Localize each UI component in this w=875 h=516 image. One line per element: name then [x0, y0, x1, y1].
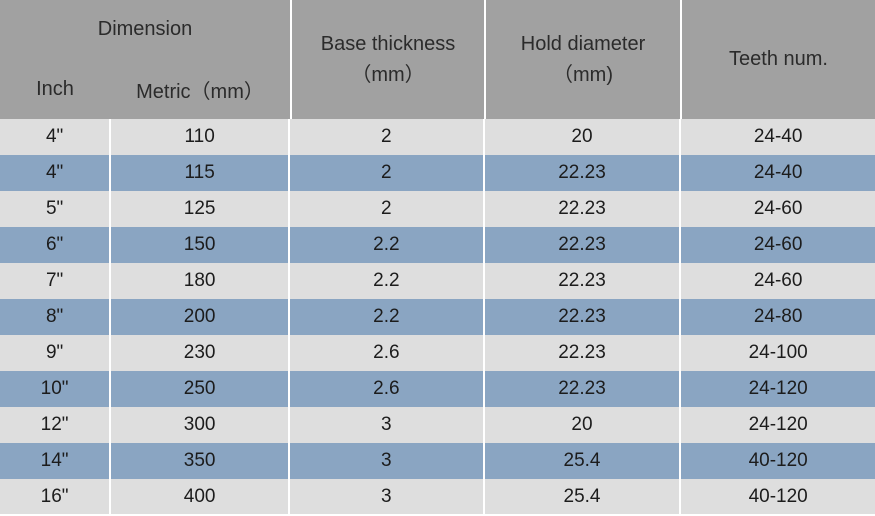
cell-hold-diameter: 22.23 — [485, 371, 680, 407]
header-base-line1: Base thickness — [321, 29, 456, 60]
header-hold-diameter: Hold diameter （mm) — [486, 0, 680, 119]
header-inch: Inch — [0, 59, 110, 119]
cell-inch: 7" — [0, 263, 109, 299]
table-row: 12"30032024-120 — [0, 407, 875, 443]
cell-base-thickness: 2.2 — [290, 227, 483, 263]
cell-teeth-num: 24-40 — [681, 119, 875, 155]
cell-metric: 350 — [111, 443, 288, 479]
cell-hold-diameter: 22.23 — [485, 191, 680, 227]
table-row: 9"2302.622.2324-100 — [0, 335, 875, 371]
table-row: 7"1802.222.2324-60 — [0, 263, 875, 299]
table-row: 8"2002.222.2324-80 — [0, 299, 875, 335]
cell-inch: 12" — [0, 407, 109, 443]
header-base-thickness: Base thickness （mm） — [292, 0, 484, 119]
cell-metric: 200 — [111, 299, 288, 335]
cell-teeth-num: 24-60 — [681, 191, 875, 227]
cell-inch: 6" — [0, 227, 109, 263]
cell-hold-diameter: 22.23 — [485, 335, 680, 371]
cell-metric: 300 — [111, 407, 288, 443]
cell-teeth-num: 24-60 — [681, 263, 875, 299]
cell-inch: 4" — [0, 119, 109, 155]
table-header: Dimension Inch Metric（mm） Base thickness… — [0, 0, 875, 119]
cell-metric: 115 — [111, 155, 288, 191]
header-dimension: Dimension Inch Metric（mm） — [0, 0, 290, 119]
cell-hold-diameter: 20 — [485, 119, 680, 155]
cell-inch: 16" — [0, 479, 109, 514]
cell-base-thickness: 2.2 — [290, 263, 483, 299]
cell-inch: 14" — [0, 443, 109, 479]
header-hold-line2: （mm) — [553, 60, 613, 91]
header-hold-line1: Hold diameter — [521, 29, 646, 60]
header-metric: Metric（mm） — [110, 59, 290, 119]
cell-teeth-num: 24-100 — [681, 335, 875, 371]
cell-hold-diameter: 25.4 — [485, 443, 680, 479]
cell-inch: 10" — [0, 371, 109, 407]
table-row: 4"115222.2324-40 — [0, 155, 875, 191]
header-base-line2: （mm） — [351, 60, 424, 91]
cell-base-thickness: 2.6 — [290, 335, 483, 371]
cell-base-thickness: 2.2 — [290, 299, 483, 335]
cell-teeth-num: 24-60 — [681, 227, 875, 263]
cell-hold-diameter: 25.4 — [485, 479, 680, 514]
table-row: 16"400325.440-120 — [0, 479, 875, 514]
cell-inch: 8" — [0, 299, 109, 335]
cell-teeth-num: 24-120 — [681, 371, 875, 407]
cell-base-thickness: 2 — [290, 119, 483, 155]
cell-hold-diameter: 22.23 — [485, 227, 680, 263]
cell-base-thickness: 3 — [290, 407, 483, 443]
cell-hold-diameter: 22.23 — [485, 299, 680, 335]
cell-base-thickness: 2.6 — [290, 371, 483, 407]
cell-metric: 180 — [111, 263, 288, 299]
cell-hold-diameter: 22.23 — [485, 263, 680, 299]
cell-inch: 5" — [0, 191, 109, 227]
cell-teeth-num: 40-120 — [681, 443, 875, 479]
cell-metric: 125 — [111, 191, 288, 227]
cell-teeth-num: 24-80 — [681, 299, 875, 335]
cell-hold-diameter: 22.23 — [485, 155, 680, 191]
table-row: 10"2502.622.2324-120 — [0, 371, 875, 407]
cell-metric: 110 — [111, 119, 288, 155]
cell-inch: 4" — [0, 155, 109, 191]
cell-base-thickness: 2 — [290, 155, 483, 191]
cell-base-thickness: 2 — [290, 191, 483, 227]
table-row: 6"1502.222.2324-60 — [0, 227, 875, 263]
cell-hold-diameter: 20 — [485, 407, 680, 443]
cell-metric: 250 — [111, 371, 288, 407]
cell-base-thickness: 3 — [290, 443, 483, 479]
cell-inch: 9" — [0, 335, 109, 371]
table-body: 4"11022024-404"115222.2324-405"125222.23… — [0, 119, 875, 514]
cell-teeth-num: 24-40 — [681, 155, 875, 191]
cell-teeth-num: 24-120 — [681, 407, 875, 443]
cell-metric: 150 — [111, 227, 288, 263]
spec-table: Dimension Inch Metric（mm） Base thickness… — [0, 0, 875, 514]
table-row: 4"11022024-40 — [0, 119, 875, 155]
table-row: 14"350325.440-120 — [0, 443, 875, 479]
cell-metric: 230 — [111, 335, 288, 371]
cell-base-thickness: 3 — [290, 479, 483, 514]
header-dimension-title: Dimension — [0, 0, 290, 59]
cell-teeth-num: 40-120 — [681, 479, 875, 514]
cell-metric: 400 — [111, 479, 288, 514]
header-teeth-num: Teeth num. — [682, 0, 875, 119]
table-row: 5"125222.2324-60 — [0, 191, 875, 227]
